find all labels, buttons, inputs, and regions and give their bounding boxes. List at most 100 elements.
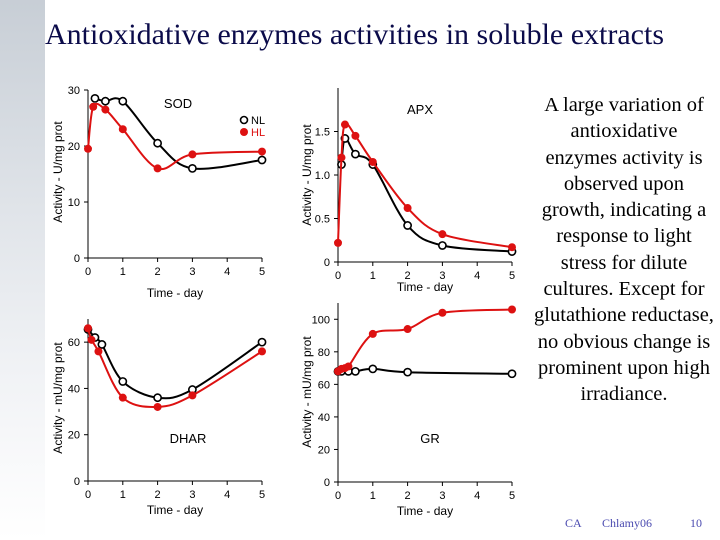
y-tick-label: 100 (312, 314, 330, 326)
y-axis-label: Activity - U/mg prot (51, 121, 65, 223)
chart-sod: 0 1 2 3 4 5 0 10 20 30 Time - day Activity - U/mg p… (51, 85, 267, 300)
data-point-nl (437, 241, 447, 250)
x-tick-label: 2 (155, 266, 161, 278)
data-point-hl (188, 391, 197, 400)
data-point-nl (101, 96, 110, 106)
footer-author: CA (565, 516, 582, 530)
data-point-nl (118, 96, 128, 106)
y-tick-label: 80 (318, 347, 330, 359)
data-point-hl (438, 230, 447, 239)
x-tick-label: 0 (85, 266, 91, 278)
x-tick-label: 2 (155, 489, 161, 501)
x-tick-label: 0 (335, 270, 341, 282)
data-point-hl (403, 204, 412, 213)
data-point-hl (84, 324, 92, 333)
legend-label-nl: NL (251, 115, 265, 127)
background-photo-strip (0, 0, 45, 540)
x-tick-label: 4 (474, 270, 480, 282)
data-point-hl (153, 402, 162, 411)
data-point-hl (84, 144, 92, 153)
data-point-nl (153, 138, 162, 148)
data-point-hl (101, 105, 110, 114)
y-tick-label: 40 (68, 383, 80, 395)
x-tick-label: 4 (474, 490, 480, 502)
y-tick-label: 1.0 (315, 170, 330, 182)
x-tick-label: 4 (224, 266, 230, 278)
x-tick-label: 1 (120, 489, 126, 501)
legend-label-hl: HL (251, 127, 265, 139)
x-tick-label: 2 (405, 270, 411, 282)
data-point-hl (368, 157, 377, 166)
footer-page-number: 10 (690, 516, 702, 530)
data-point-nl (118, 377, 128, 386)
footer-conference: Chlamy06 (602, 516, 652, 530)
x-tick-label: 3 (439, 490, 445, 502)
data-point-nl (350, 366, 360, 376)
y-axis-label: Activity - mU/mg prot (300, 336, 314, 448)
series-line-hl (87, 102, 263, 171)
data-point-hl (258, 147, 266, 156)
series-line-hl (337, 308, 513, 373)
y-axis-label: Activity - mU/mg prot (51, 342, 65, 454)
data-point-nl (403, 221, 412, 230)
series-line-hl (337, 122, 513, 249)
data-point-hl (334, 238, 342, 247)
data-point-hl (258, 347, 266, 356)
data-point-nl (403, 367, 412, 377)
data-point-hl (351, 131, 360, 140)
chart-dhar: 0 1 2 3 4 5 0 20 40 60 Time - day Activity - mU/mg … (51, 319, 267, 517)
series-line-nl (338, 367, 513, 375)
x-tick-label: 3 (189, 489, 195, 501)
slide-title: Antioxidative enzymes activities in solu… (45, 18, 664, 51)
data-point-nl (153, 393, 162, 403)
data-point-nl (257, 155, 267, 165)
y-tick-label: 20 (318, 444, 330, 456)
data-point-hl (344, 362, 353, 371)
x-axis-label: Time - day (397, 280, 453, 294)
y-tick-label: 30 (68, 85, 80, 97)
data-point-hl (94, 347, 103, 356)
x-tick-label: 5 (259, 489, 265, 501)
data-point-hl (368, 329, 377, 338)
data-point-hl (89, 102, 98, 111)
x-tick-label: 1 (120, 266, 126, 278)
data-point-hl (87, 335, 96, 344)
y-tick-label: 20 (68, 141, 80, 153)
summary-note: A large variation of antioxidative enzym… (534, 94, 714, 406)
x-tick-label: 3 (189, 266, 195, 278)
legend-marker-hl (240, 128, 248, 136)
y-tick-label: 1.5 (315, 127, 330, 139)
data-point-hl (438, 308, 447, 317)
y-axis-label: Activity - U/mg prot (300, 124, 314, 226)
x-tick-label: 2 (405, 490, 411, 502)
chart-apx: 0 1 2 3 4 5 0 0.5 1.0 1.5 Time - day Activity - U/m… (300, 88, 517, 294)
y-tick-label: 0 (74, 476, 80, 488)
data-point-nl (90, 94, 100, 103)
chart-title: GR (420, 431, 440, 446)
x-axis-label: Time - day (147, 503, 203, 517)
x-tick-label: 1 (370, 270, 376, 282)
y-tick-label: 0 (324, 477, 330, 489)
series-line-nl (87, 328, 263, 400)
data-point-nl (257, 337, 267, 347)
y-tick-label: 0.5 (315, 214, 330, 226)
chart-gr: 0 1 2 3 4 5 0 20 40 60 80 100 Time - day Activity - m… (300, 303, 517, 518)
chart-title: APX (407, 102, 433, 117)
data-point-hl (118, 125, 127, 134)
data-point-hl (153, 164, 162, 173)
x-tick-label: 5 (259, 266, 265, 278)
data-point-hl (508, 305, 516, 314)
chart-title: SOD (164, 96, 192, 111)
y-tick-label: 60 (318, 379, 330, 391)
data-point-hl (118, 393, 127, 402)
legend-marker-nl (239, 115, 249, 125)
y-tick-label: 0 (324, 257, 330, 269)
data-point-hl (337, 153, 346, 162)
x-tick-label: 4 (224, 489, 230, 501)
data-point-nl (97, 340, 107, 349)
data-point-hl (403, 325, 412, 334)
data-point-nl (368, 364, 378, 374)
x-tick-label: 0 (85, 489, 91, 501)
y-tick-label: 10 (68, 197, 80, 209)
